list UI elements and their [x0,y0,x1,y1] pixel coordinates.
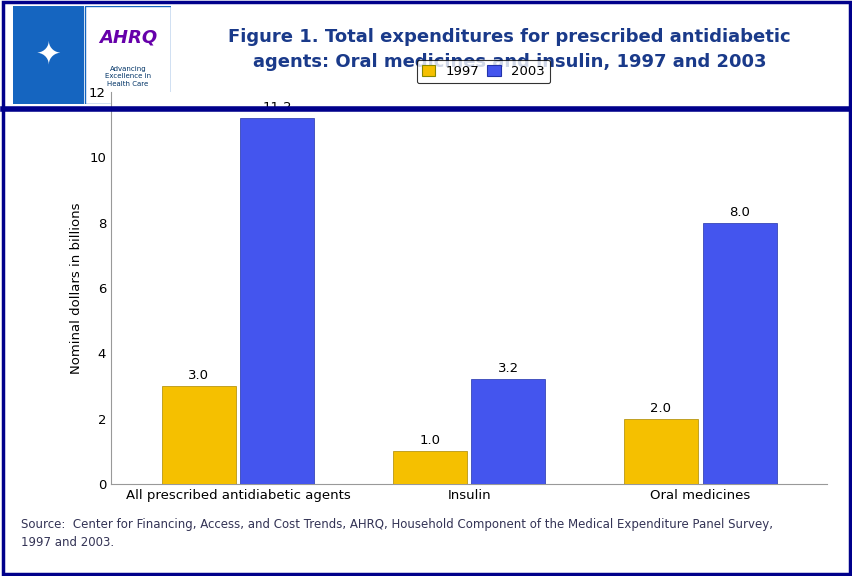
Text: Source:  Center for Financing, Access, and Cost Trends, AHRQ, Household Componen: Source: Center for Financing, Access, an… [21,518,773,550]
Text: Advancing
Excellence in
Health Care: Advancing Excellence in Health Care [105,66,151,87]
Legend: 1997, 2003: 1997, 2003 [417,59,550,83]
Text: ✦: ✦ [36,40,61,69]
Bar [624,419,697,484]
Text: AHRQ: AHRQ [99,28,157,46]
Bar [85,6,170,104]
Text: 8.0: 8.0 [728,206,749,219]
Text: 1.0: 1.0 [419,434,440,448]
Bar [240,118,314,484]
Bar [702,223,775,484]
Bar [13,6,83,104]
Text: Figure 1. Total expenditures for prescribed antidiabetic
agents: Oral medicines : Figure 1. Total expenditures for prescri… [228,28,790,71]
Text: 2.0: 2.0 [650,401,671,415]
Text: 11.2: 11.2 [262,101,291,115]
Bar [471,380,544,484]
Y-axis label: Nominal dollars in billions: Nominal dollars in billions [71,202,83,374]
Text: 3.0: 3.0 [188,369,209,382]
Bar [393,451,466,484]
Bar [162,386,235,484]
Text: 3.2: 3.2 [498,362,518,376]
